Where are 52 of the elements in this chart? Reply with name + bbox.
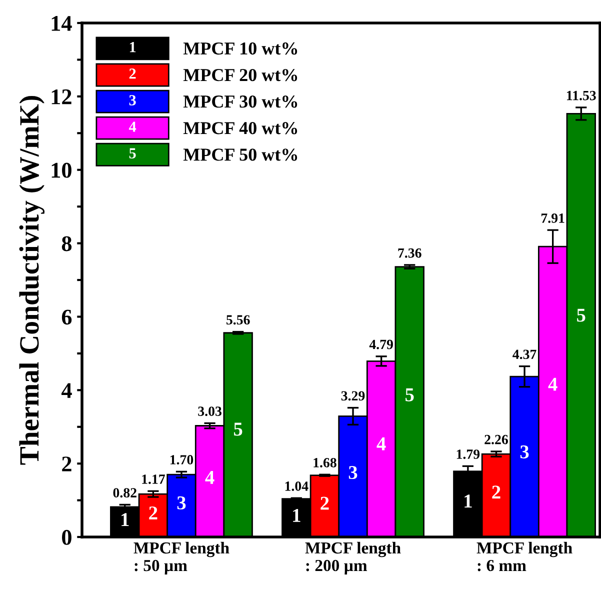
data-label: 4.37 xyxy=(512,350,536,360)
data-label: 7.91 xyxy=(541,214,564,223)
text: 2 xyxy=(129,68,136,79)
annotation: 5 xyxy=(406,388,414,402)
annotation: 2 xyxy=(492,486,500,499)
y-tick-label: 12 xyxy=(52,89,72,104)
annotation: 4 xyxy=(205,471,214,484)
annotation: 5 xyxy=(577,308,586,322)
y-tick-label: 4 xyxy=(61,383,72,398)
data-label: 3.29 xyxy=(341,391,365,401)
annotation: 4 xyxy=(548,378,558,391)
annotation: 2 xyxy=(320,496,329,510)
text: 3 xyxy=(129,95,136,106)
data-label: 7.36 xyxy=(398,248,422,258)
x-tick-label: MPCF length : 6 mm xyxy=(476,542,572,572)
annotation: 1 xyxy=(464,494,472,508)
annotation: 3 xyxy=(177,496,186,510)
legend-label: MPCF 20 wt% xyxy=(183,68,298,82)
x-tick-label: MPCF length : 200 µm xyxy=(305,542,401,575)
annotation: 2 xyxy=(149,506,158,520)
y-tick-label: 0 xyxy=(62,530,72,545)
annotation: 4 xyxy=(376,437,386,450)
annotation: 1 xyxy=(293,508,300,522)
data-label: 3.03 xyxy=(198,406,222,416)
data-label: 1.17 xyxy=(142,474,165,484)
annotation: 3 xyxy=(520,445,529,458)
text: 5 xyxy=(129,148,136,158)
legend-label: MPCF 40 wt% xyxy=(183,122,298,134)
legend-label: MPCF 10 wt% xyxy=(183,42,298,55)
data-label: 1.04 xyxy=(285,481,308,491)
legend-label: MPCF 30 wt% xyxy=(183,95,298,108)
annotation: 5 xyxy=(234,422,242,436)
data-label: 4.79 xyxy=(369,340,393,350)
legend-label: MPCF 50 wt% xyxy=(183,148,298,161)
y-tick-label: 6 xyxy=(62,310,72,325)
data-label: 1.68 xyxy=(314,458,336,468)
data-label: 2.26 xyxy=(484,434,508,444)
y-axis-title: Thermal Conductivity (W/mK) xyxy=(19,96,44,465)
annotation: 3 xyxy=(348,466,358,480)
data-label: 0.82 xyxy=(113,488,136,498)
text: 1 xyxy=(130,42,136,52)
annotation: 1 xyxy=(122,513,129,526)
y-tick-label: 10 xyxy=(52,162,72,178)
y-tick-label: 8 xyxy=(62,236,72,252)
data-label: 5.56 xyxy=(226,315,250,325)
data-label: 1.79 xyxy=(456,450,480,459)
data-label: 11.53 xyxy=(567,90,596,100)
text: 4 xyxy=(128,122,136,132)
y-tick-label: 14 xyxy=(52,16,72,31)
x-tick-label: MPCF length : 50 µm xyxy=(134,542,230,575)
y-tick-label: 2 xyxy=(62,456,72,472)
data-label: 1.70 xyxy=(170,455,194,464)
